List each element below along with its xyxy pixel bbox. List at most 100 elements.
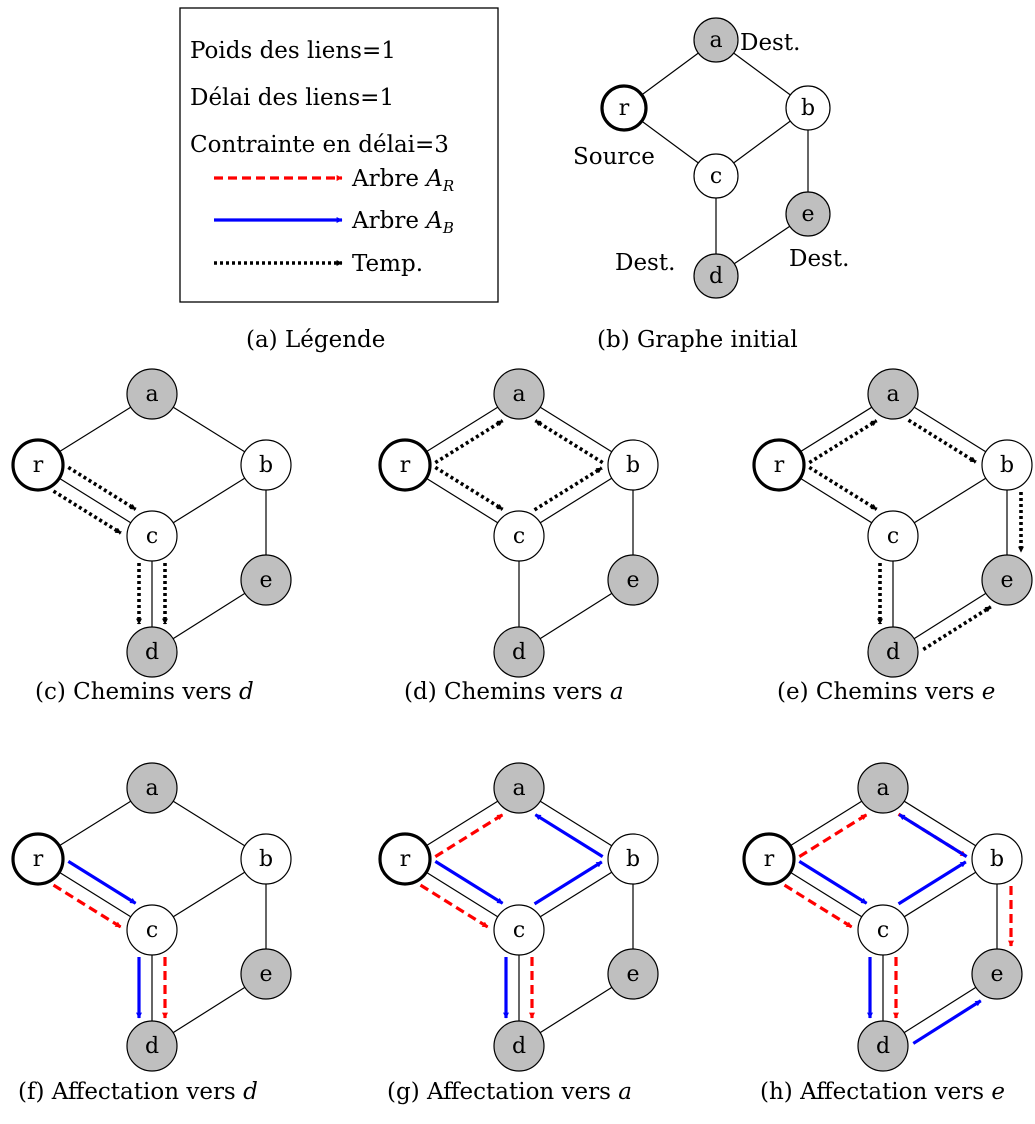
temp-path-r-c: [808, 465, 878, 511]
node-r: [742, 832, 796, 886]
node-r: [11, 438, 65, 492]
node-label-c: c: [513, 524, 525, 549]
caption-b: (b) Graphe initial: [597, 327, 798, 353]
node-c: [693, 153, 739, 199]
node-e: [240, 554, 292, 606]
node-c: [126, 510, 178, 562]
tree-b-c-b: [533, 860, 603, 906]
node-label-r: r: [619, 96, 630, 121]
node-a: [857, 762, 909, 814]
node-a: [493, 762, 545, 814]
node-label-a: a: [512, 382, 525, 407]
node-label-c: c: [146, 524, 158, 549]
node-label-r: r: [764, 847, 775, 872]
node-label-e: e: [990, 962, 1003, 987]
temp-path-c-b: [533, 466, 603, 512]
node-label-a: a: [709, 28, 722, 53]
node-label-a: a: [886, 382, 899, 407]
tree-r-r-c: [419, 883, 489, 929]
node-label-d: d: [886, 640, 900, 665]
node-b: [981, 439, 1033, 491]
node-e: [971, 948, 1023, 1000]
node-e: [240, 948, 292, 1000]
node-c: [493, 510, 545, 562]
graph-h: a r b c e d: [742, 762, 1023, 1072]
caption-f: (f) Affectation vers d: [18, 1079, 258, 1105]
node-label-d: d: [876, 1034, 890, 1059]
node-b: [240, 833, 292, 885]
graph-b: a r b c e d: [600, 17, 831, 299]
node-label-e: e: [259, 962, 272, 987]
tree-r-r-a: [434, 813, 504, 858]
legend-line-delay: Délai des liens=1: [190, 85, 394, 111]
node-c: [493, 904, 545, 956]
temp-path-b-a: [534, 419, 604, 465]
tree-b-c-b: [897, 860, 967, 906]
label-source: Source: [573, 144, 655, 170]
node-d: [493, 1020, 545, 1072]
label-dest-e: Dest.: [789, 246, 849, 272]
node-label-b: b: [259, 847, 273, 872]
captions: (a) Légende (b) Graphe initial (c) Chemi…: [18, 327, 1005, 1105]
node-b: [607, 439, 659, 491]
node-a: [126, 762, 178, 814]
node-label-e: e: [626, 962, 639, 987]
graph-panels: a r b c e d a r b c e d a r b c e d a r b c e d a r b c e d a r b c e d a r b c…: [11, 17, 1033, 1072]
node-d: [126, 626, 178, 678]
node-b: [607, 833, 659, 885]
node-d: [493, 626, 545, 678]
temp-path-r-a: [434, 419, 504, 465]
temp-path-r-a: [808, 419, 878, 465]
node-r: [11, 832, 65, 886]
temp-path-r-c: [434, 465, 504, 511]
legend-item-temp: Temp.: [352, 251, 423, 277]
tree-r-r-c: [52, 883, 122, 929]
node-e: [607, 948, 659, 1000]
node-label-b: b: [626, 847, 640, 872]
caption-a: (a) Légende: [246, 327, 385, 353]
node-label-e: e: [626, 568, 639, 593]
node-label-c: c: [513, 918, 525, 943]
node-label-c: c: [887, 524, 899, 549]
node-b: [785, 85, 831, 131]
graph-f: a r b c e d: [11, 762, 292, 1072]
node-e: [607, 554, 659, 606]
node-e: [785, 191, 831, 237]
tree-r-r-a: [798, 813, 868, 858]
node-label-r: r: [774, 453, 785, 478]
node-label-r: r: [400, 453, 411, 478]
node-d: [867, 626, 919, 678]
node-label-r: r: [400, 847, 411, 872]
label-dest-d: Dest.: [615, 250, 675, 276]
caption-c: (c) Chemins vers d: [35, 679, 254, 705]
node-label-d: d: [512, 640, 526, 665]
node-label-d: d: [145, 1034, 159, 1059]
node-c: [867, 510, 919, 562]
node-c: [857, 904, 909, 956]
node-label-b: b: [1000, 453, 1014, 478]
node-d: [693, 253, 739, 299]
tree-b-b-a: [898, 813, 968, 858]
node-r: [752, 438, 806, 492]
node-label-r: r: [33, 847, 44, 872]
node-r: [600, 84, 648, 132]
node-r: [378, 438, 432, 492]
graph-d: a r b c e d: [378, 368, 659, 678]
node-label-e: e: [1000, 568, 1013, 593]
node-a: [867, 368, 919, 420]
node-label-d: d: [512, 1034, 526, 1059]
node-label-e: e: [801, 202, 814, 227]
caption-g: (g) Affectation vers a: [387, 1079, 632, 1105]
graph-g: a r b c e d: [378, 762, 659, 1072]
legend-line-weights: Poids des liens=1: [190, 38, 396, 64]
node-a: [693, 17, 739, 63]
node-label-c: c: [710, 164, 722, 189]
graph-c: a r b c e d: [11, 368, 292, 678]
node-label-b: b: [990, 847, 1004, 872]
node-e: [981, 554, 1033, 606]
label-dest-a: Dest.: [740, 30, 800, 56]
node-label-a: a: [512, 776, 525, 801]
node-label-a: a: [876, 776, 889, 801]
node-label-c: c: [877, 918, 889, 943]
